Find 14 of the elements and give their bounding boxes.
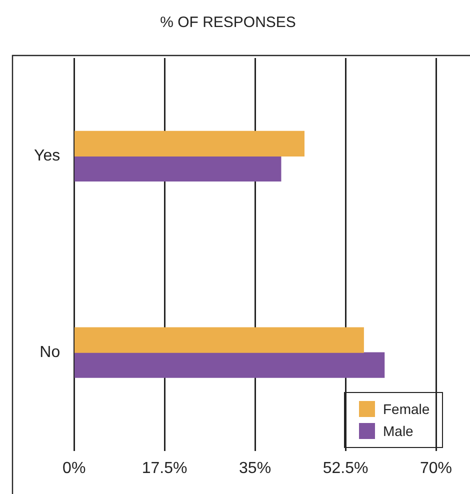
legend-label: Male <box>383 423 414 439</box>
y-tick-label: No <box>40 344 60 362</box>
x-tick-label: 35% <box>239 460 272 477</box>
x-tick-label: 52.5% <box>322 460 368 477</box>
legend-label: Female <box>383 401 430 417</box>
bar <box>74 352 385 378</box>
bar <box>74 156 282 182</box>
x-tick-label: 0% <box>62 460 86 477</box>
x-tick-label: 70% <box>420 460 452 477</box>
bar <box>74 130 304 157</box>
bar <box>74 327 364 353</box>
y-tick-label: Yes <box>34 148 60 165</box>
x-tick-label: 17.5% <box>142 460 188 477</box>
chart-title: % OF RESPONSES <box>160 14 296 32</box>
